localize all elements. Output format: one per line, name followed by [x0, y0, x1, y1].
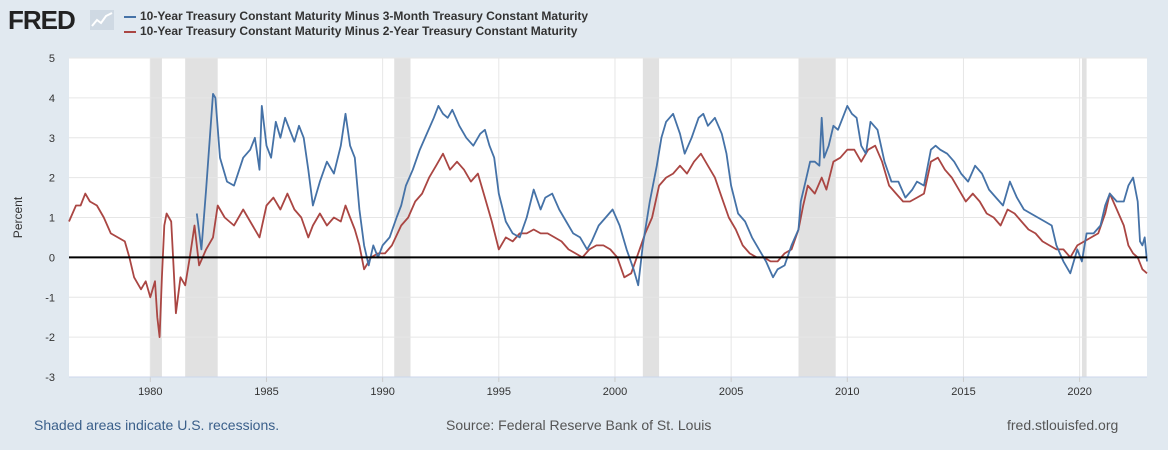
y-tick-label-3: 2 [49, 173, 55, 185]
y-axis-label: Percent [11, 196, 25, 238]
legend-swatch-red [124, 30, 136, 33]
y-tick-label-7: -2 [45, 332, 55, 344]
fred-logo[interactable]: FRED [8, 5, 76, 35]
chart-legend: 10-Year Treasury Constant Maturity Minus… [124, 9, 588, 39]
x-tick-label-3: 1995 [487, 386, 511, 398]
y-tick-label-0: 5 [49, 53, 55, 65]
chart-svg: 5 4 3 2 1 0 -1 -2 -3 1980 1985 1990 1995 2000 2005 2010… [11, 53, 1148, 398]
y-tick-label-2: 3 [49, 133, 55, 145]
x-tick-label-7: 2015 [951, 386, 975, 398]
y-tick-label-5: 0 [49, 252, 55, 264]
recession-note: Shaded areas indicate U.S. recessions. [34, 417, 280, 433]
site-link[interactable]: fred.stlouisfed.org [1007, 417, 1119, 433]
y-tick-label-4: 1 [49, 213, 55, 225]
y-tick-label-6: -1 [45, 292, 55, 304]
fred-chart-icon [90, 10, 114, 30]
legend-entry-10y-2y[interactable]: 10-Year Treasury Constant Maturity Minus… [124, 24, 588, 39]
legend-swatch-blue [124, 15, 136, 18]
y-tick-label-1: 4 [49, 93, 55, 105]
x-tick-label-0: 1980 [138, 386, 162, 398]
legend-label-10y-2y: 10-Year Treasury Constant Maturity Minus… [140, 24, 578, 38]
x-tick-label-4: 2000 [603, 386, 627, 398]
x-tick-label-2: 1990 [370, 386, 394, 398]
x-tick-label-8: 2020 [1067, 386, 1091, 398]
y-tick-label-8: -3 [45, 372, 55, 384]
series-10y-3m-line[interactable] [195, 93, 1148, 287]
x-tick-label-5: 2005 [719, 386, 743, 398]
source-note: Source: Federal Reserve Bank of St. Loui… [446, 417, 712, 433]
x-tick-label-6: 2010 [835, 386, 859, 398]
legend-entry-10y-3m[interactable]: 10-Year Treasury Constant Maturity Minus… [124, 9, 588, 24]
x-tick-label-1: 1985 [254, 386, 278, 398]
legend-label-10y-3m: 10-Year Treasury Constant Maturity Minus… [140, 9, 589, 23]
